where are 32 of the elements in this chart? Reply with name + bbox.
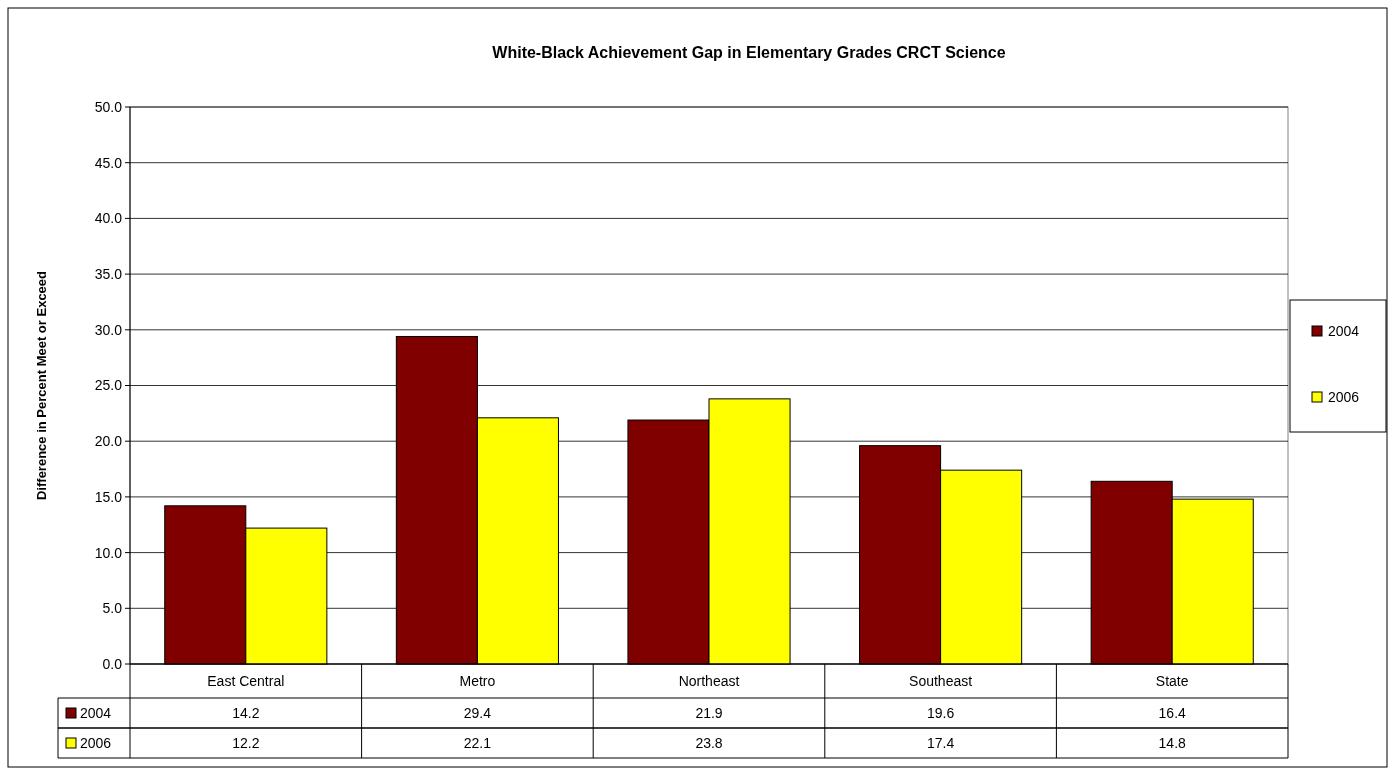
data-label: 12.2 bbox=[232, 734, 260, 751]
data-label: 21.9 bbox=[695, 704, 723, 721]
x-tick-label: Northeast bbox=[678, 672, 740, 689]
y-axis-title: Difference in Percent Meet or Exceed bbox=[34, 270, 49, 501]
data-label: 14.2 bbox=[232, 704, 260, 721]
x-tick-label: State bbox=[1155, 672, 1189, 689]
data-label: 14.8 bbox=[1158, 734, 1187, 751]
data-label: 22.1 bbox=[463, 734, 492, 751]
legend-label: 2006 bbox=[1328, 388, 1360, 405]
x-tick-label: East Central bbox=[207, 672, 285, 689]
y-tick-label: 30.0 bbox=[94, 321, 123, 338]
text: 2006 bbox=[80, 734, 112, 751]
data-label: 23.8 bbox=[695, 734, 723, 751]
legend-label: 2004 bbox=[80, 704, 112, 721]
chart-title: White-Black Achievement Gap in Elementary Grades CRCT Science bbox=[492, 44, 1006, 61]
y-tick-label: 45.0 bbox=[94, 154, 123, 171]
data-label: 16.4 bbox=[1158, 704, 1187, 721]
y-tick-label: 20.0 bbox=[94, 433, 123, 450]
y-tick-label: 40.0 bbox=[94, 210, 123, 227]
y-tick-label: 25.0 bbox=[94, 377, 123, 394]
data-label: 29.4 bbox=[463, 704, 492, 721]
text: 2004 bbox=[1328, 322, 1360, 339]
y-tick-label: 35.0 bbox=[94, 266, 123, 282]
y-tick-label: 10.0 bbox=[94, 544, 123, 561]
data-label: 19.6 bbox=[926, 704, 955, 721]
y-tick-label: 0.0 bbox=[102, 655, 123, 672]
y-tick-label: 5.0 bbox=[102, 600, 123, 617]
x-tick-label: Southeast bbox=[909, 672, 973, 689]
y-tick-label: 15.0 bbox=[94, 488, 123, 505]
y-tick-label: 50.0 bbox=[94, 98, 123, 115]
x-tick-label: Metro bbox=[459, 672, 496, 689]
data-label: 17.4 bbox=[926, 734, 955, 751]
